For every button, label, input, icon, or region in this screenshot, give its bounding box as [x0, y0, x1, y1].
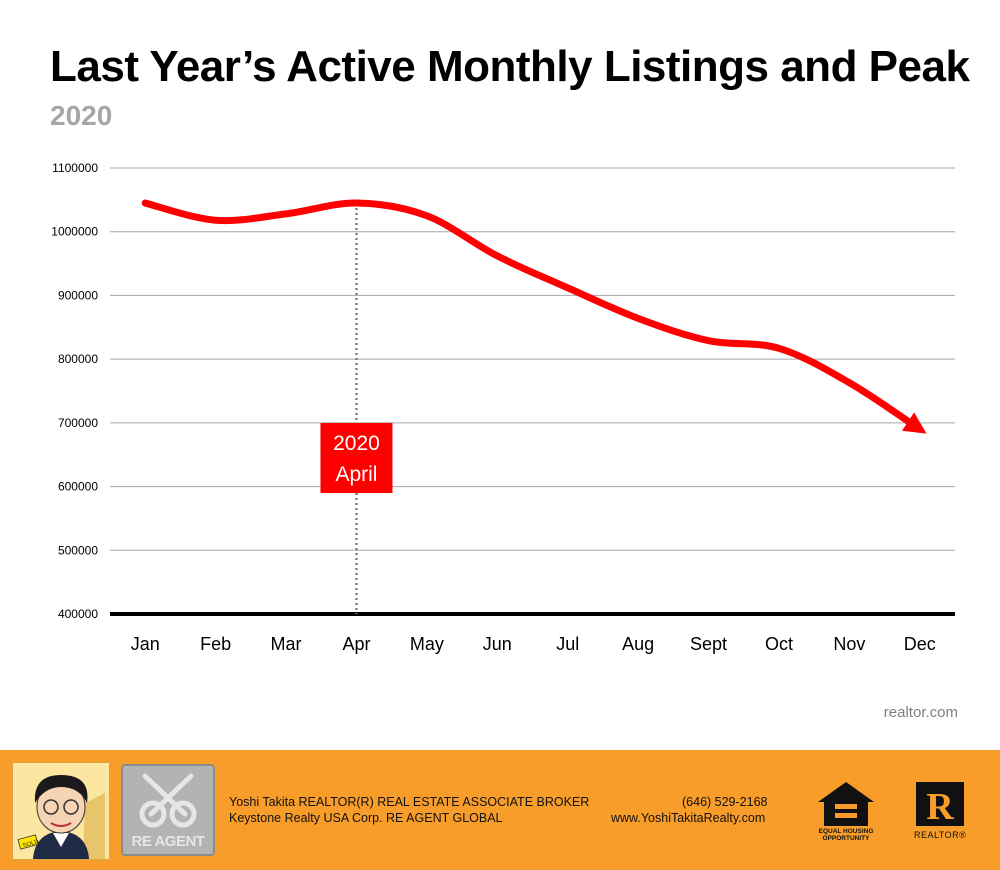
x-tick-label: Feb [200, 634, 231, 654]
peak-annotation-year: 2020 [333, 432, 380, 455]
data-point [846, 380, 852, 386]
y-axis-ticks: 400000 500000 600000 700000 800000 900000 1000… [51, 161, 98, 621]
equal-housing-line1: EQUAL HOUSING [818, 828, 874, 835]
series-group [141, 199, 927, 434]
y-tick-label: 600000 [58, 480, 98, 494]
realtor-letter: R [926, 786, 954, 828]
x-tick-label: May [410, 634, 444, 654]
data-point [353, 200, 359, 206]
peak-annotation-month: April [335, 463, 377, 486]
data-point [142, 200, 148, 206]
y-tick-label: 500000 [58, 543, 98, 557]
agent-company: Keystone Realty USA Corp. RE AGENT GLOBA… [229, 811, 503, 825]
caricature-icon: SOLD [13, 763, 109, 859]
y-tick-label: 400000 [58, 607, 98, 621]
x-tick-label: Jan [131, 634, 160, 654]
agent-website[interactable]: www.YoshiTakitaRealty.com [611, 811, 766, 825]
x-tick-label: Jul [556, 634, 579, 654]
realtor-logo: R REALTOR® [914, 780, 966, 842]
series-line [141, 199, 924, 433]
x-tick-label: Aug [622, 634, 654, 654]
data-point [424, 213, 430, 219]
agent-name: Yoshi Takita REALTOR(R) REAL ESTATE ASSO… [229, 795, 590, 809]
chart-title: Last Year’s Active Monthly Listings and … [50, 42, 970, 91]
agent-phone: (646) 529-2168 [682, 795, 768, 809]
realtor-r-icon: R [916, 782, 964, 828]
x-tick-label: Oct [765, 634, 793, 654]
peak-annotation: 2020 April [320, 423, 393, 493]
series-arrowhead [902, 412, 927, 434]
y-tick-label: 1000000 [51, 225, 98, 239]
x-axis-ticks: Jan Feb Mar Apr May Jun Jul Aug Sept Oct Nov Dec [131, 634, 936, 654]
re-agent-text: RE AGENT [131, 833, 205, 850]
x-tick-label: Dec [904, 634, 936, 654]
equal-housing-line2: OPPORTUNITY [822, 835, 870, 842]
y-tick-label: 1100000 [52, 161, 98, 175]
data-point [706, 338, 712, 344]
y-tick-label: 900000 [58, 288, 98, 302]
equal-housing-logo: EQUAL HOUSING OPPORTUNITY [816, 780, 876, 844]
realtor-text: REALTOR® [914, 830, 967, 840]
data-point [776, 345, 782, 351]
sold-sign: SOLD [22, 839, 40, 849]
x-tick-label: Mar [271, 634, 302, 654]
line-chart: 400000 500000 600000 700000 800000 900000 1000… [51, 161, 955, 654]
data-point [494, 253, 500, 259]
source-label: realtor.com [883, 704, 958, 721]
x-tick-label: Jun [483, 634, 512, 654]
footer-banner: SOLD RE AGENT Yoshi Takita REALTOR(R) RE… [0, 750, 1000, 870]
peak-annotation-box [320, 423, 393, 493]
crossed-keys-icon [139, 773, 197, 828]
x-tick-label: Apr [342, 634, 370, 654]
data-point [283, 211, 289, 217]
x-tick-label: Sept [690, 634, 727, 654]
data-point [565, 285, 571, 291]
data-point [635, 315, 641, 321]
gridlines [110, 167, 955, 616]
chart-subtitle: 2020 [50, 100, 113, 131]
equal-housing-icon [818, 782, 874, 826]
y-tick-label: 700000 [58, 416, 98, 430]
agent-avatar: SOLD [12, 762, 110, 860]
data-point [213, 217, 219, 223]
re-agent-logo: RE AGENT [121, 764, 215, 856]
x-tick-label: Nov [833, 634, 865, 654]
equal-housing-text: EQUAL HOUSING OPPORTUNITY [816, 828, 876, 842]
y-tick-label: 800000 [58, 352, 98, 366]
